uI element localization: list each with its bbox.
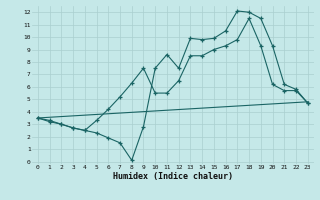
- X-axis label: Humidex (Indice chaleur): Humidex (Indice chaleur): [113, 172, 233, 181]
